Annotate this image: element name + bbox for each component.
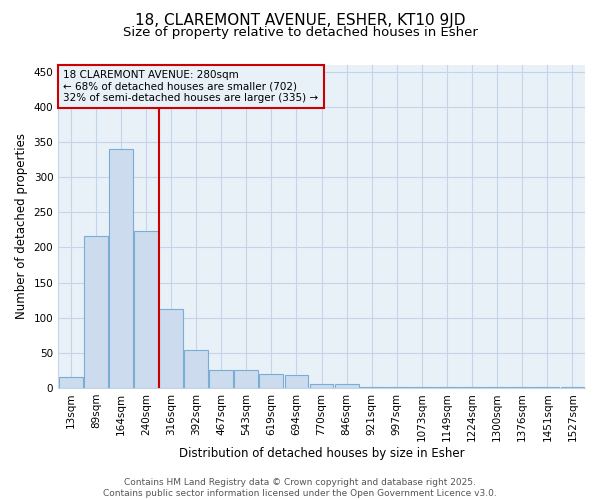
Bar (460, 387, 484, 388)
Text: Size of property relative to detached houses in Esher: Size of property relative to detached ho… (122, 26, 478, 39)
Bar (235, 370, 258, 388)
Bar (109, 149, 133, 388)
Bar (535, 387, 559, 388)
Text: 18, CLAREMONT AVENUE, ESHER, KT10 9JD: 18, CLAREMONT AVENUE, ESHER, KT10 9JD (135, 12, 465, 28)
Bar (84, 236, 108, 388)
Text: Contains HM Land Registry data © Crown copyright and database right 2025.
Contai: Contains HM Land Registry data © Crown c… (103, 478, 497, 498)
Bar (410, 387, 434, 388)
Bar (310, 384, 334, 388)
Text: 18 CLAREMONT AVENUE: 280sqm
← 68% of detached houses are smaller (702)
32% of se: 18 CLAREMONT AVENUE: 280sqm ← 68% of det… (64, 70, 319, 103)
Bar (511, 387, 534, 388)
Bar (159, 308, 183, 388)
Bar (360, 387, 383, 388)
Bar (385, 387, 409, 388)
Bar (134, 230, 158, 388)
Y-axis label: Number of detached properties: Number of detached properties (15, 134, 28, 320)
Bar (59, 378, 83, 388)
Bar (209, 370, 233, 388)
Bar (284, 375, 308, 388)
X-axis label: Distribution of detached houses by size in Esher: Distribution of detached houses by size … (179, 447, 464, 460)
Bar (560, 387, 584, 388)
Bar (335, 384, 359, 388)
Bar (485, 387, 509, 388)
Bar (184, 350, 208, 388)
Bar (259, 374, 283, 388)
Bar (435, 387, 459, 388)
